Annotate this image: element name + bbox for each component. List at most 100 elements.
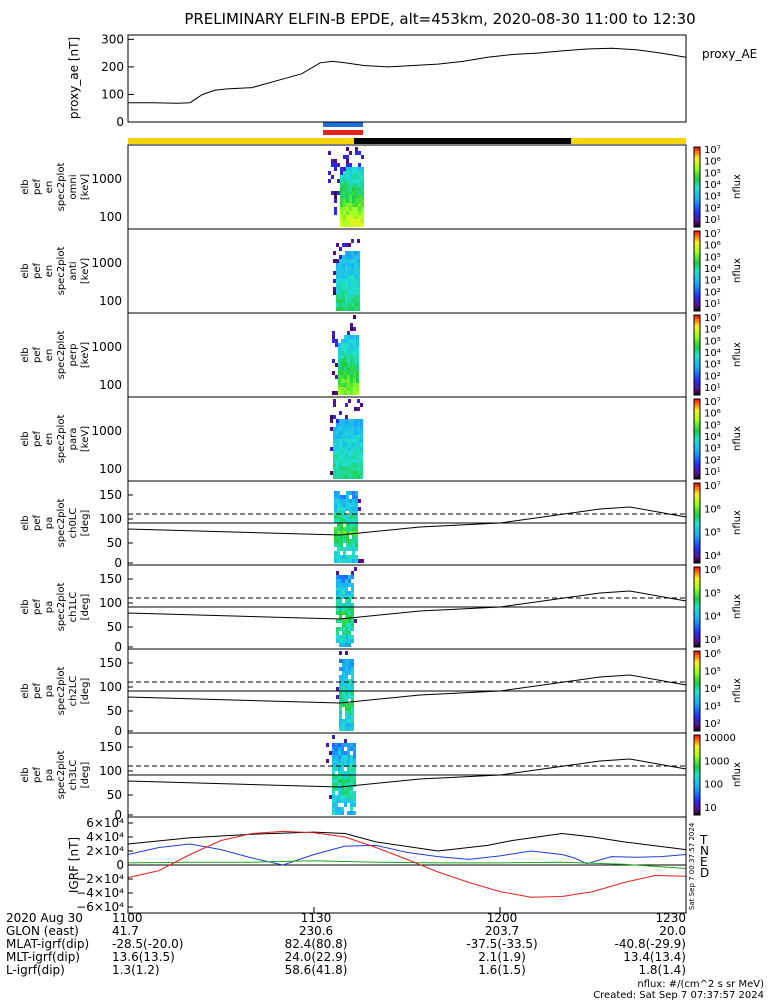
para-spectrogram-cell xyxy=(357,467,360,471)
ch3-spectrogram-cell xyxy=(332,735,335,739)
igrf-legend-entry: N xyxy=(700,844,709,858)
ch0-spectrogram-cell xyxy=(352,539,355,543)
perp-spectrogram-cell xyxy=(341,355,344,359)
anti-spectrogram-cell xyxy=(336,303,339,307)
para-spectrogram-cell xyxy=(354,431,357,435)
ephemeris-value: 1.6(1.5) xyxy=(478,963,526,977)
ae-ytick-label: 200 xyxy=(101,60,124,74)
ch0-spectrogram-cell xyxy=(334,499,337,503)
omni-colorbar-step xyxy=(694,185,700,187)
igrf-legend-entry: E xyxy=(700,855,708,869)
anti-spectrogram-cell xyxy=(336,283,339,287)
anti-colorbar-step xyxy=(694,251,700,253)
perp-spectrogram-cell xyxy=(341,363,344,367)
omni-spectrogram-cell xyxy=(349,175,352,179)
ch1-colorbar-step xyxy=(694,567,700,569)
perp-spectrogram-cell xyxy=(332,331,335,335)
omni-spectrogram-cell xyxy=(349,207,352,211)
ch0-spectrogram-cell xyxy=(349,555,352,559)
anti-spectrogram-cell xyxy=(336,299,339,303)
ch3-spectrogram-cell xyxy=(335,759,338,763)
ch3-spectrogram-cell xyxy=(335,795,338,799)
para-colorbar-label: 10⁷ xyxy=(704,397,721,408)
perp-spectrogram-cell xyxy=(356,351,359,355)
ch1-spectrogram-cell xyxy=(342,635,345,639)
omni-spectrogram-cell xyxy=(346,171,349,175)
anti-spectrogram-cell xyxy=(342,255,345,259)
omni-colorbar-step xyxy=(694,177,700,179)
para-spectrogram-cell xyxy=(336,443,339,447)
ch3-spectrogram-cell xyxy=(347,783,350,787)
ch1-colorbar-step xyxy=(694,599,700,601)
para-spectrogram-cell xyxy=(357,455,360,459)
anti-colorbar-step xyxy=(694,303,700,305)
ch3-spectrogram-cell xyxy=(347,767,350,771)
ch3-spectrogram-cell xyxy=(332,767,335,771)
omni-spectrogram-cell xyxy=(346,183,349,187)
ch3-spectrogram-cell xyxy=(350,771,353,775)
perp-spectrogram-cell xyxy=(350,375,353,379)
para-ytick-label: 100 xyxy=(99,462,122,476)
para-spectrogram-cell xyxy=(354,463,357,467)
para-colorbar-label: 10² xyxy=(704,455,721,466)
ch0-spectrogram-cell xyxy=(334,495,337,499)
side-timestamp: Sat Sep 7 00:37:57 2024 xyxy=(688,822,696,910)
ch3-spectrogram-cell xyxy=(338,795,341,799)
ch1-ytick-label: 50 xyxy=(107,620,122,634)
omni-spectrogram-cell xyxy=(352,203,355,207)
para-spectrogram-cell xyxy=(336,447,339,451)
ch3-spectrogram-cell xyxy=(350,807,353,811)
ch3-ylabel-line: [deg] xyxy=(80,762,91,789)
omni-spectrogram-cell xyxy=(349,191,352,195)
para-spectrogram-cell xyxy=(339,467,342,471)
para-spectrogram-cell xyxy=(333,403,336,407)
igrf-series-line-E xyxy=(127,860,687,869)
para-spectrogram-cell xyxy=(339,431,342,435)
ch0-spectrogram-cell xyxy=(349,531,352,535)
anti-spectrogram-cell xyxy=(339,299,342,303)
ch3-spectrogram-cell xyxy=(332,807,335,811)
ch1-spectrogram-cell xyxy=(348,603,351,607)
ch0-spectrogram-cell xyxy=(334,559,337,563)
ch3-spectrogram-cell xyxy=(332,795,335,799)
omni-spectrogram-cell xyxy=(358,163,361,167)
perp-spectrogram-cell xyxy=(338,391,341,395)
ch0-colorbar-label: 10⁶ xyxy=(704,504,721,515)
omni-spectrogram-cell xyxy=(355,179,358,183)
ch0-spectrogram-cell xyxy=(337,535,340,539)
para-spectrogram-cell xyxy=(360,439,363,443)
ch2-spectrogram-cell xyxy=(348,659,351,663)
omni-spectrogram-cell xyxy=(355,211,358,215)
ch3-spectrogram-cell xyxy=(332,787,335,791)
omni-colorbar-label: 10⁵ xyxy=(704,168,721,179)
omni-colorbar-step xyxy=(694,209,700,211)
ch1-colorbar-step xyxy=(694,571,700,573)
anti-colorbar-step xyxy=(694,307,700,309)
ch1-spectrogram-cell xyxy=(336,639,339,643)
perp-spectrogram-cell xyxy=(350,355,353,359)
igrf-ylabel: IGRF [nT] xyxy=(67,837,81,893)
perp-colorbar-step xyxy=(694,367,700,369)
ch1-spectrogram-cell xyxy=(354,619,357,623)
ch3-spectrogram-cell xyxy=(335,767,338,771)
omni-spectrogram-cell xyxy=(352,167,355,171)
ch1-colorbar-step xyxy=(694,601,700,603)
ch3-spectrogram-cell xyxy=(338,759,341,763)
ch3-spectrogram-cell xyxy=(335,755,338,759)
anti-colorbar-step xyxy=(694,277,700,279)
para-spectrogram-cell xyxy=(354,419,357,423)
para-colorbar-step xyxy=(694,437,700,439)
ch2-colorbar-frame xyxy=(693,650,701,732)
omni-spectrogram-cell xyxy=(361,175,364,179)
perp-spectrogram-cell xyxy=(347,387,350,391)
perp-spectrogram-cell xyxy=(338,375,341,379)
omni-spectrogram-cell xyxy=(358,203,361,207)
ch0-spectrogram-cell xyxy=(334,491,337,495)
omni-spectrogram-cell xyxy=(358,191,361,195)
omni-colorbar-step xyxy=(694,157,700,159)
ch3-colorbar-step xyxy=(694,799,700,801)
anti-spectrogram-cell xyxy=(339,303,342,307)
ch2-spectrogram-cell xyxy=(351,727,354,731)
ch3-spectrogram-cell xyxy=(335,775,338,779)
perp-spectrogram-cell xyxy=(338,355,341,359)
